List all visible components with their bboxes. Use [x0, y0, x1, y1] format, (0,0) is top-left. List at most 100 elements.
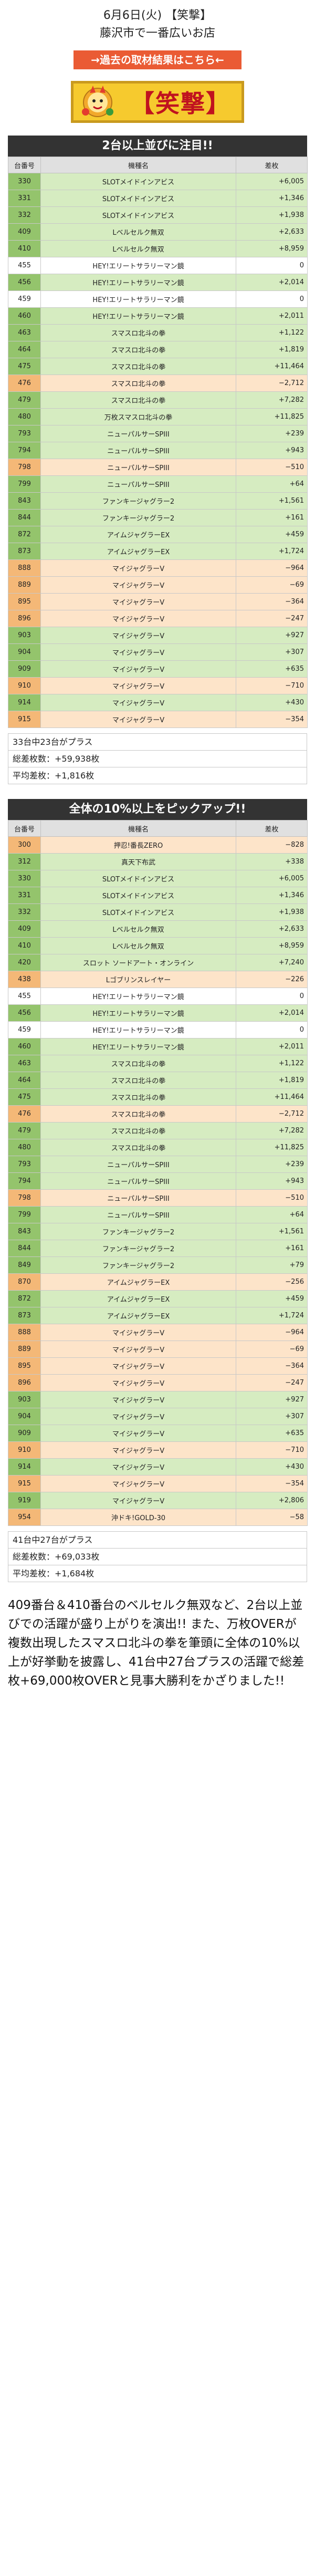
- machine-name-cell: ファンキージャグラー2: [40, 509, 236, 526]
- machine-no-cell: 889: [8, 576, 41, 594]
- machine-no-cell: 903: [8, 627, 41, 644]
- table-row: 331 SLOTメイドインアビス +1,346: [8, 887, 308, 904]
- diff-cell: −354: [236, 1475, 308, 1492]
- machine-no-cell: 455: [8, 257, 41, 274]
- table-row: 331 SLOTメイドインアビス +1,346: [8, 190, 308, 207]
- table-row: 798 ニューパルサーSPIII −510: [8, 1189, 308, 1207]
- table-row: 914 マイジャグラーV +430: [8, 694, 308, 711]
- machine-name-cell: スマスロ北斗の拳: [40, 375, 236, 392]
- machine-name-cell: ニューパルサーSPIII: [40, 1206, 236, 1223]
- machine-no-cell: 904: [8, 643, 41, 661]
- table-row: 843 ファンキージャグラー2 +1,561: [8, 1223, 308, 1240]
- table-row: 799 ニューパルサーSPIII +64: [8, 475, 308, 493]
- machine-name-cell: Lベルセルク無双: [40, 240, 236, 257]
- machine-no-cell: 330: [8, 870, 41, 887]
- machine-no-cell: 888: [8, 1324, 41, 1341]
- machine-name-cell: マイジャグラーV: [40, 1324, 236, 1341]
- table-row: 480 万枚スマスロ北斗の拳 +11,825: [8, 408, 308, 425]
- diff-cell: −828: [236, 836, 308, 854]
- table-row: 915 マイジャグラーV −354: [8, 1475, 308, 1492]
- table-row: 919 マイジャグラーV +2,806: [8, 1492, 308, 1509]
- machine-no-cell: 456: [8, 1004, 41, 1022]
- header-machine-no: 台番号: [8, 157, 41, 173]
- machine-no-cell: 409: [8, 223, 41, 241]
- machine-no-cell: 910: [8, 1441, 41, 1459]
- machine-no-cell: 420: [8, 954, 41, 971]
- table-row: 896 マイジャグラーV −247: [8, 1374, 308, 1391]
- machine-no-cell: 872: [8, 526, 41, 543]
- machine-no-cell: 476: [8, 1105, 41, 1123]
- summary-average: 平均差枚：+1,684枚: [8, 1565, 307, 1582]
- machine-name-cell: スマスロ北斗の拳: [40, 1055, 236, 1072]
- machine-no-cell: 476: [8, 375, 41, 392]
- diff-cell: +64: [236, 475, 308, 493]
- machine-name-cell: HEY!エリートサラリーマン鏡: [40, 1038, 236, 1055]
- section-title: 2台以上並びに注目!!: [8, 136, 307, 157]
- table-row: 479 スマスロ北斗の拳 +7,282: [8, 391, 308, 409]
- machine-name-cell: Lベルセルク無双: [40, 920, 236, 938]
- machine-name-cell: Lベルセルク無双: [40, 937, 236, 954]
- table-row: 420 スロット ソードアート・オンライン +7,240: [8, 954, 308, 971]
- machine-name-cell: スマスロ北斗の拳: [40, 341, 236, 358]
- machine-name-cell: SLOTメイドインアビス: [40, 206, 236, 224]
- closing-comment: 409番台＆410番台のベルセルク無双など、2台以上並びでの活躍が盛り上がりを演…: [8, 1598, 304, 1688]
- table-row: 915 マイジャグラーV −354: [8, 711, 308, 728]
- table-row: 870 アイムジャグラーEX −256: [8, 1273, 308, 1291]
- machine-name-cell: マイジャグラーV: [40, 1425, 236, 1442]
- table-row: 844 ファンキージャグラー2 +161: [8, 509, 308, 526]
- table-row: 889 マイジャグラーV −69: [8, 1341, 308, 1358]
- machine-no-cell: 464: [8, 341, 41, 358]
- machine-no-cell: 410: [8, 937, 41, 954]
- machine-no-cell: 915: [8, 1475, 41, 1492]
- table-row: 456 HEY!エリートサラリーマン鏡 +2,014: [8, 1004, 308, 1022]
- machine-name-cell: ニューパルサーSPIII: [40, 459, 236, 476]
- diff-cell: +430: [236, 694, 308, 711]
- machine-no-cell: 794: [8, 442, 41, 459]
- diff-cell: +1,122: [236, 1055, 308, 1072]
- results-table: 台番号 機種名 差枚 330 SLOTメイドインアビス +6,005 331 SLOTメ…: [8, 157, 308, 728]
- diff-cell: +161: [236, 1240, 308, 1257]
- table-row: 793 ニューパルサーSPIII +239: [8, 1156, 308, 1173]
- machine-name-cell: マイジャグラーV: [40, 643, 236, 661]
- diff-cell: +307: [236, 1408, 308, 1425]
- machine-no-cell: 455: [8, 988, 41, 1005]
- machine-name-cell: マイジャグラーV: [40, 660, 236, 678]
- diff-cell: +2,633: [236, 920, 308, 938]
- table-row: 873 アイムジャグラーEX +1,724: [8, 1307, 308, 1324]
- machine-name-cell: マイジャグラーV: [40, 1391, 236, 1408]
- machine-no-cell: 910: [8, 677, 41, 694]
- machine-name-cell: ニューパルサーSPIII: [40, 475, 236, 493]
- diff-cell: −364: [236, 1357, 308, 1375]
- machine-name-cell: ファンキージャグラー2: [40, 492, 236, 510]
- table-row: 843 ファンキージャグラー2 +1,561: [8, 492, 308, 510]
- table-row: 793 ニューパルサーSPIII +239: [8, 425, 308, 442]
- diff-cell: −510: [236, 459, 308, 476]
- date-title: 6月6日(火) 【笑撃】: [103, 9, 212, 22]
- store-description: 藤沢市で一番広いお店: [99, 27, 215, 40]
- table-row: 910 マイジャグラーV −710: [8, 677, 308, 694]
- diff-cell: +2,014: [236, 1004, 308, 1022]
- machine-no-cell: 300: [8, 836, 41, 854]
- diff-cell: −256: [236, 1273, 308, 1291]
- machine-name-cell: HEY!エリートサラリーマン鏡: [40, 274, 236, 291]
- diff-cell: +1,724: [236, 1307, 308, 1324]
- table-row: 903 マイジャグラーV +927: [8, 627, 308, 644]
- table-row: 455 HEY!エリートサラリーマン鏡 0: [8, 988, 308, 1005]
- table-row: 904 マイジャグラーV +307: [8, 643, 308, 661]
- results-table: 台番号 機種名 差枚 300 押忍!番長ZERO −828 312 真天下布武 +338 3…: [8, 820, 308, 1526]
- diff-cell: +11,464: [236, 1088, 308, 1106]
- diff-cell: −964: [236, 559, 308, 577]
- machine-name-cell: マイジャグラーV: [40, 576, 236, 594]
- diff-cell: −69: [236, 576, 308, 594]
- table-row: 332 SLOTメイドインアビス +1,938: [8, 903, 308, 921]
- diff-cell: +8,959: [236, 937, 308, 954]
- machine-no-cell: 798: [8, 1189, 41, 1207]
- table-row: 904 マイジャグラーV +307: [8, 1408, 308, 1425]
- table-row: 903 マイジャグラーV +927: [8, 1391, 308, 1408]
- machine-name-cell: アイムジャグラーEX: [40, 543, 236, 560]
- diff-cell: +1,122: [236, 324, 308, 341]
- machine-no-cell: 896: [8, 610, 41, 627]
- machine-name-cell: ニューパルサーSPIII: [40, 442, 236, 459]
- header-diff: 差枚: [236, 157, 308, 173]
- past-results-link[interactable]: →過去の取材結果はこちら←: [74, 50, 242, 69]
